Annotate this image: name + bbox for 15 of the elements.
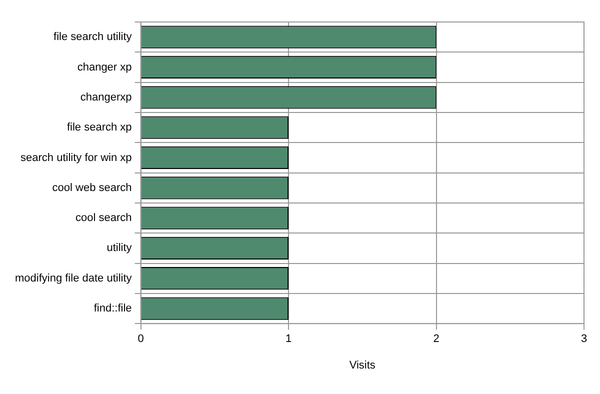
y-tick-label: changerxp xyxy=(80,91,132,104)
y-tick-label: changer xp xyxy=(77,61,132,74)
y-tick-label: find::file xyxy=(94,302,132,315)
y-tick-label: search utility for win xp xyxy=(20,152,132,164)
y-tick-label: file search xp xyxy=(66,122,132,134)
y-tick-label: utility xyxy=(106,242,132,254)
x-tick-label: 2 xyxy=(433,333,440,346)
y-tick-label: modifying file date utility xyxy=(14,272,132,284)
x-axis-title: Visits xyxy=(349,359,376,372)
x-tick-label: 1 xyxy=(285,333,292,346)
x-tick-label: 3 xyxy=(580,333,588,346)
y-tick-label: cool web search xyxy=(52,182,132,194)
y-tick-label: file search utility xyxy=(54,31,132,44)
y-tick-label: cool search xyxy=(76,212,132,224)
x-tick-label: 0 xyxy=(138,333,144,346)
